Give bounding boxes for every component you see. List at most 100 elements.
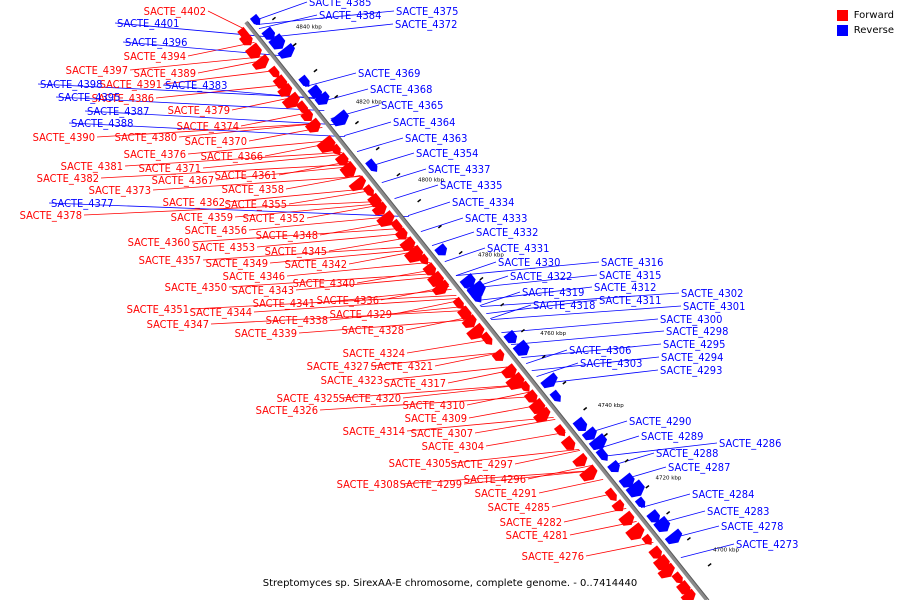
forward-gene-feature: [491, 348, 505, 361]
forward-gene-label: SACTE_4341: [253, 297, 315, 310]
forward-leader-line: [100, 164, 352, 179]
reverse-leader-line: [48, 202, 409, 217]
forward-gene-feature: [371, 201, 387, 216]
forward-leader-line: [466, 391, 534, 406]
label-leader-lines: [37, 1, 735, 558]
minor-feature-mark: [603, 432, 608, 437]
chromosome-backbone: [244, 20, 709, 600]
reverse-leader-line: [55, 96, 325, 111]
forward-leader-line: [210, 310, 469, 325]
forward-gene-label: SACTE_4339: [235, 327, 297, 340]
legend-item-reverse: Reverse: [836, 23, 894, 38]
reverse-gene-label: SACTE_4322: [510, 270, 572, 283]
forward-gene-feature: [641, 533, 652, 545]
reverse-gene-label: SACTE_4354: [416, 147, 478, 160]
forward-gene-label: SACTE_4325: [277, 392, 339, 405]
forward-gene-feature: [648, 545, 663, 559]
legend-label-forward: Forward: [853, 10, 894, 21]
reverse-leader-line: [252, 1, 308, 22]
reverse-leader-line: [680, 543, 735, 558]
minor-feature-mark: [562, 380, 567, 385]
reverse-gene-feature: [664, 528, 683, 545]
forward-gene-label: SACTE_4349: [206, 257, 268, 270]
forward-gene-label: SACTE_4370: [185, 135, 247, 148]
forward-gene-feature: [480, 331, 493, 345]
kbp-tick-label: 4840 kbp: [296, 24, 322, 30]
gene-features: [237, 13, 712, 600]
reverse-gene-feature: [466, 279, 486, 299]
forward-gene-feature: [618, 510, 635, 526]
forward-gene-label: SACTE_4361: [215, 169, 277, 182]
forward-gene-label: SACTE_4285: [488, 501, 550, 514]
forward-gene-feature: [579, 464, 598, 482]
forward-gene-feature: [461, 314, 477, 329]
forward-leader-line: [551, 493, 615, 508]
forward-gene-label: SACTE_4317: [384, 377, 446, 390]
forward-leader-line: [340, 384, 528, 399]
minor-feature-mark: [271, 16, 277, 21]
forward-leader-line: [234, 203, 384, 218]
forward-leader-line: [400, 470, 596, 485]
reverse-gene-label: SACTE_4369: [358, 67, 420, 80]
reverse-gene-feature: [572, 416, 588, 432]
minor-feature-mark: [458, 250, 463, 255]
forward-gene-feature: [272, 74, 288, 89]
forward-gene-label: SACTE_4357: [139, 254, 201, 267]
forward-gene-feature: [657, 562, 675, 579]
legend-item-forward: Forward: [836, 8, 894, 23]
forward-leader-line: [474, 419, 556, 434]
forward-gene-feature: [376, 210, 395, 228]
forward-leader-line: [187, 42, 255, 57]
forward-gene-label: SACTE_4355: [225, 198, 287, 211]
forward-gene-feature: [300, 108, 314, 122]
forward-leader-line: [319, 396, 537, 411]
reverse-leader-line: [266, 23, 394, 38]
forward-gene-label: SACTE_4344: [190, 306, 252, 319]
forward-gene-label: SACTE_4380: [115, 131, 177, 144]
forward-leader-line: [215, 166, 354, 181]
forward-leader-line: [129, 56, 266, 71]
forward-leader-line: [286, 262, 431, 277]
reverse-gene-label: SACTE_4383: [165, 79, 227, 92]
kbp-tick-label: 4760 kbp: [540, 331, 566, 337]
forward-gene-feature: [339, 160, 357, 178]
forward-leader-line: [155, 84, 289, 99]
reverse-leader-line: [420, 217, 464, 232]
minor-feature-mark: [500, 302, 505, 307]
minor-feature-mark: [417, 198, 422, 203]
forward-gene-label: SACTE_4281: [506, 529, 568, 542]
forward-gene-feature: [572, 452, 588, 467]
forward-leader-line: [306, 204, 384, 219]
forward-gene-label: SACTE_4307: [411, 427, 473, 440]
reverse-gene-feature: [268, 33, 286, 50]
forward-gene-label: SACTE_4276: [522, 550, 584, 563]
legend: Forward Reverse: [836, 8, 894, 38]
forward-gene-label: SACTE_4310: [403, 399, 465, 412]
forward-gene-feature: [239, 32, 253, 46]
forward-leader-line: [269, 249, 420, 264]
reverse-gene-label: SACTE_4316: [601, 256, 663, 269]
forward-gene-label: SACTE_4304: [422, 440, 484, 453]
forward-leader-line: [329, 306, 466, 321]
forward-leader-line: [152, 176, 362, 191]
forward-leader-line: [187, 140, 333, 155]
forward-leader-line: [253, 298, 459, 313]
forward-gene-feature: [281, 91, 301, 109]
forward-gene-feature: [523, 389, 538, 403]
forward-leader-line: [124, 152, 343, 167]
forward-leader-line: [256, 233, 407, 248]
forward-gene-feature: [367, 192, 382, 208]
reverse-leader-line: [479, 291, 521, 306]
forward-gene-feature: [431, 279, 450, 296]
minor-feature-mark: [520, 328, 525, 333]
forward-gene-feature: [251, 54, 270, 70]
forward-gene-feature: [268, 65, 280, 78]
minor-feature-mark: [313, 68, 318, 73]
forward-leader-line: [370, 352, 502, 367]
forward-gene-label: SACTE_4336: [317, 294, 379, 307]
forward-gene-feature: [390, 218, 403, 233]
forward-swatch: [836, 10, 848, 21]
reverse-gene-feature: [298, 74, 310, 87]
forward-gene-feature: [427, 270, 445, 288]
forward-gene-label: SACTE_4366: [201, 150, 263, 163]
